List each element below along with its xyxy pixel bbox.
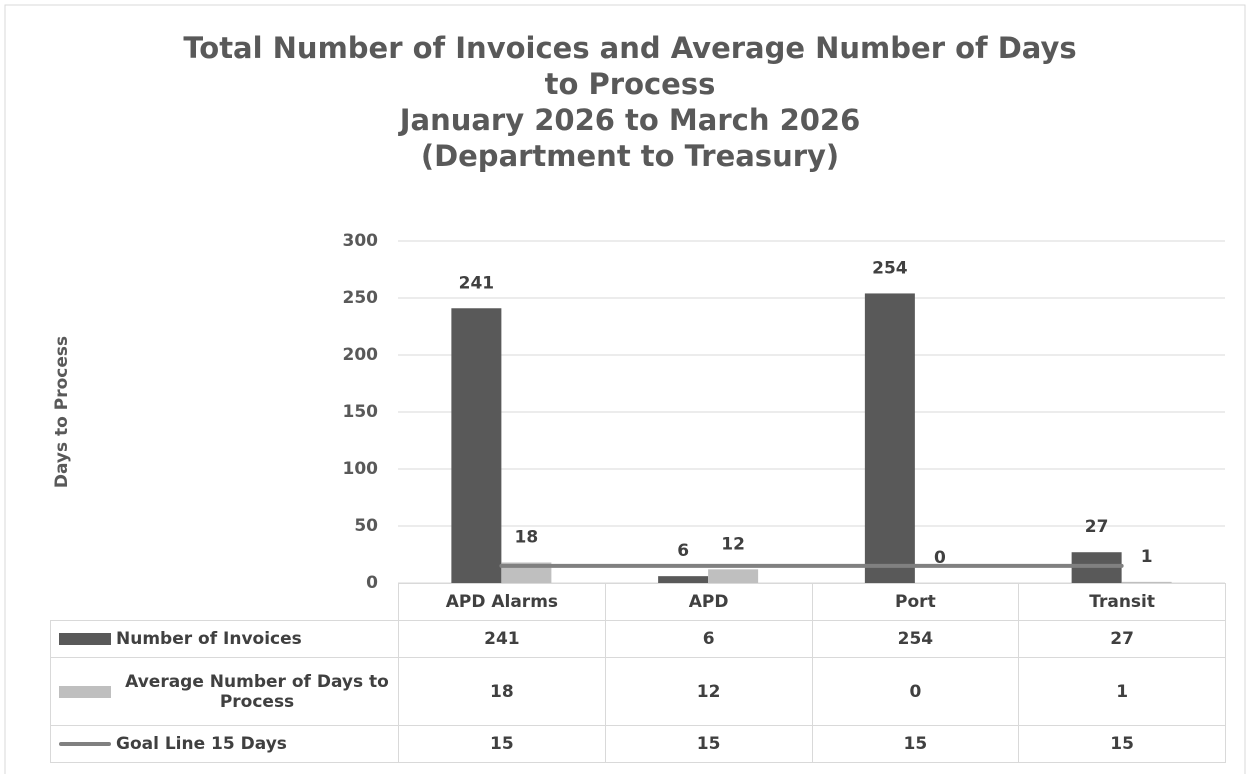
y-tick-label: 200 [343,345,379,365]
bar [1121,581,1172,583]
table-value: 18 [398,657,606,726]
legend-key [59,685,111,698]
bar [658,576,709,583]
title-block: Total Number of Invoices and Average Num… [150,30,1110,174]
y-tick-label: 300 [343,231,379,251]
x-tick-label: Port [811,583,1020,621]
y-tick-label: 250 [343,288,379,308]
legend-label: Goal Line 15 Days [116,734,287,754]
bar [451,308,502,583]
table-value: 6 [604,620,813,658]
bar [864,293,915,583]
table-row: Goal Line 15 Days 15 15 15 15 [50,725,1226,763]
table-value: 15 [1018,725,1226,763]
table-value: 15 [398,725,606,763]
table-value: 15 [811,725,1020,763]
table-value: 1 [1018,657,1226,726]
legend-label: Number of Invoices [116,629,302,649]
chart-subtitle: (Department to Treasury) [420,139,840,173]
table-value: 12 [604,657,813,726]
data-label: 0 [934,548,946,568]
row-label-cell: Average Number of Days to Process [50,657,399,726]
table-row: Number of Invoices 241 6 254 27 [50,620,1226,658]
table-value: 15 [604,725,813,763]
table-value: 27 [1018,620,1226,658]
legend-item: Goal Line 15 Days [51,734,398,754]
chart-subtitle: January 2026 to March 2026 [399,103,861,137]
table-corner [50,583,399,621]
y-tick-label: 50 [354,516,378,536]
data-table: APD Alarms APD Port Transit Number of Invoic… [50,583,1226,763]
x-tick-label: APD Alarms [398,583,606,621]
y-tick-label: 100 [343,459,379,479]
bar [708,569,759,583]
x-tick-label: APD [604,583,813,621]
data-label: 6 [677,541,689,561]
data-label: 1 [1141,547,1153,567]
table-value: 241 [398,620,606,658]
legend-key [59,633,111,645]
data-label: 18 [515,527,539,547]
legend-label: Average Number of Days to Process [125,671,389,712]
y-tick-label: 150 [343,402,379,422]
legend-item: Average Number of Days to Process [51,672,398,712]
x-tick-label: Transit [1018,583,1226,621]
data-label: 241 [459,273,495,293]
table-row: Average Number of Days to Process 18 12 0 1 [50,657,1226,726]
data-label: 12 [721,534,745,554]
legend-key [59,742,111,746]
chart-frame [4,4,1246,774]
data-label: 254 [872,258,908,278]
y-axis-label: Days to Process [52,336,72,488]
row-label-cell: Number of Invoices [50,620,399,658]
table-header-row: APD Alarms APD Port Transit [50,583,1226,621]
table-value: 0 [811,657,1020,726]
legend-item: Number of Invoices [51,629,398,649]
table-value: 254 [811,620,1020,658]
data-label: 27 [1085,517,1109,537]
row-label-cell: Goal Line 15 Days [50,725,399,763]
chart-title: Total Number of Invoices and Average Num… [183,31,1077,101]
